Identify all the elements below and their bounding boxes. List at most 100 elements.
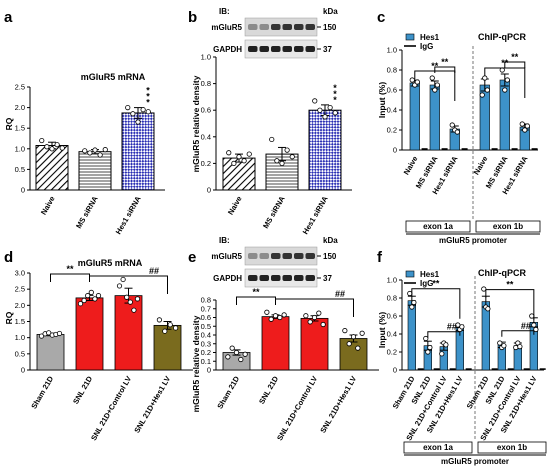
data-point [135,119,141,125]
data-point [279,160,285,166]
data-point [484,87,490,93]
significance-label: ## [149,266,159,276]
chart-title-f: ChIP-qPCR [478,268,526,278]
panel-label-c: c [377,9,385,26]
y-axis-label-c: Input (%) [377,82,387,119]
exon-label: exon 1b [497,443,527,452]
significance-label: ** [431,61,439,71]
data-point [39,137,45,144]
significance-star: * [333,95,337,105]
data-point [38,333,45,339]
significance-label: ## [447,322,457,332]
data-point [409,304,415,310]
y-tick-label: 0.8 [387,294,397,303]
western-blot-b: IB: kDa mGluR5 150 GAPDH 37 [211,7,338,59]
significance-bracket [275,298,354,317]
exon-box [403,441,473,454]
data-point [145,109,151,115]
y-tick-label: 1.0 [15,144,25,153]
data-point [49,146,55,152]
data-point [167,322,173,328]
blot-band [294,275,304,281]
bar-snl-21d-hes1-lv [153,324,182,371]
y-tick-label: 1.5 [15,124,25,133]
significance-bracket [411,288,461,319]
panel-e: e IB: kDa mGluR5 150 GAPDH 37 mGluR5 relative… [188,236,379,442]
y-tick-label: 0.2 [387,126,397,135]
y-tick-label: 2.5 [15,83,25,92]
chart-title-c: ChIP-qPCR [478,32,526,42]
data-point [277,314,283,321]
data-point [439,351,445,357]
data-point [281,312,287,318]
data-point [432,87,438,93]
data-point [156,317,162,323]
y-tick-label: 0 [21,186,25,195]
data-point [284,147,290,153]
significance-bracket [427,331,461,338]
blot-band [259,46,269,52]
x-category-label: SNL 21D+Hes1 LV [132,375,172,435]
data-point [82,148,88,154]
data-point [459,324,465,330]
data-point [59,145,65,151]
panel-label-e: e [188,249,196,266]
blot-band [248,24,258,30]
blot-band [248,46,258,52]
data-point [46,330,52,336]
data-point [269,136,275,143]
blot-title: IB: [219,236,230,245]
data-point [162,328,168,334]
bar-hes1 [429,84,440,151]
blot-band [305,46,315,52]
data-point [519,121,525,127]
data-point [317,107,323,113]
legend-swatch-hes1 [405,33,415,41]
data-point [242,351,248,357]
x-category-label: MS siRNA [261,194,287,230]
blot-band [271,275,281,281]
significance-bracket [504,61,526,68]
data-point [355,345,361,351]
promoter-label: mGluR5 promoter [441,457,509,466]
significance-bracket [89,275,168,294]
bars-a: *** [35,86,155,191]
bar-snl-21d-hes1-lv [339,338,368,371]
data-point [425,349,431,355]
significance-star: * [333,89,337,99]
bars-d: ** ## [36,264,182,371]
exon-label: exon 1b [493,222,523,231]
data-point [268,316,274,322]
x-category-label: Naive [39,195,57,217]
blot-kda: 150 [323,23,337,32]
blot-band [248,253,258,259]
blot-row-label: GAPDH [213,274,242,283]
blot-row-label: GAPDH [213,45,242,54]
data-point [102,147,108,153]
blot-band [282,24,292,30]
data-point [92,147,98,153]
bar-hes1-sirna [308,109,342,191]
data-point [77,301,84,307]
significance-star: * [146,86,150,96]
y-tick-label: 0 [393,366,397,375]
bars-c: ** ** **** [409,46,538,220]
data-point [236,154,242,160]
data-point [125,105,131,111]
data-point [350,334,357,340]
y-tick-label: 0.1 [201,357,211,366]
data-point [272,313,279,319]
panel-label-b: b [188,9,197,26]
x-category-label: SNL 21D+Control LV [275,375,319,443]
data-point [320,321,326,328]
y-axis-label-e: mGluR5 relative density [191,315,201,412]
panel-label-f: f [377,249,383,266]
data-point [455,322,461,328]
blot-band [271,253,281,259]
legend-label: IgG [420,42,433,51]
blot-band [282,275,292,281]
